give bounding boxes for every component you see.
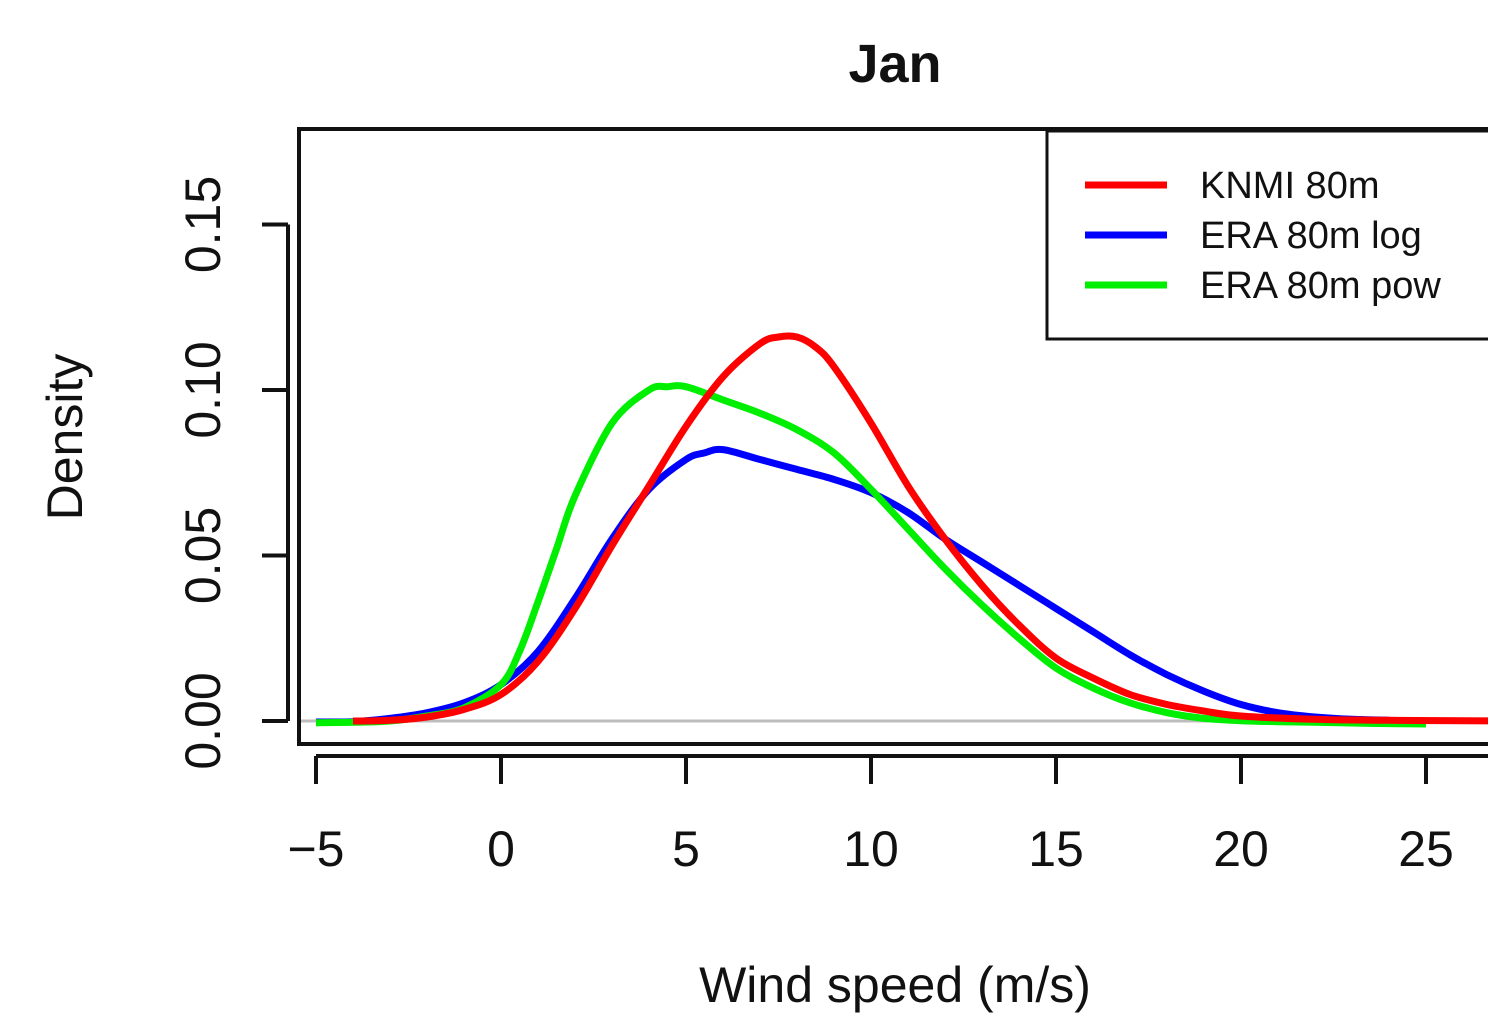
- series-line-era-80m-pow: [315, 382, 1427, 728]
- legend: KNMI 80m ERA 80m log ERA 80m pow: [1045, 129, 1488, 341]
- x-tick-label: 15: [1028, 821, 1084, 877]
- chart-title: Jan: [848, 34, 941, 94]
- x-tick-label: 5: [672, 821, 700, 877]
- plot-area: [301, 332, 1488, 728]
- x-tick-label: 10: [843, 821, 899, 877]
- x-tick-label: 20: [1213, 821, 1269, 877]
- legend-label-era-80m-pow: ERA 80m pow: [1200, 265, 1441, 307]
- x-axis: −5 0 5 10 15 20 25: [287, 754, 1488, 877]
- x-axis-label: Wind speed (m/s): [699, 957, 1091, 1013]
- series-line-knmi-80m: [352, 332, 1488, 725]
- x-tick-label: 25: [1398, 821, 1454, 877]
- x-tick-label: −5: [287, 821, 344, 877]
- y-axis-label: Density: [37, 354, 93, 521]
- x-tick-label: 0: [487, 821, 515, 877]
- y-tick-label: 0.10: [175, 341, 231, 438]
- y-tick-label: 0.00: [175, 672, 231, 769]
- y-axis: 0.00 0.05 0.10 0.15: [175, 176, 290, 770]
- legend-label-knmi-80m: KNMI 80m: [1200, 165, 1379, 207]
- y-tick-label: 0.15: [175, 176, 231, 273]
- legend-label-era-80m-log: ERA 80m log: [1200, 215, 1422, 257]
- y-tick-label: 0.05: [175, 507, 231, 604]
- plot-frame: [297, 127, 1488, 746]
